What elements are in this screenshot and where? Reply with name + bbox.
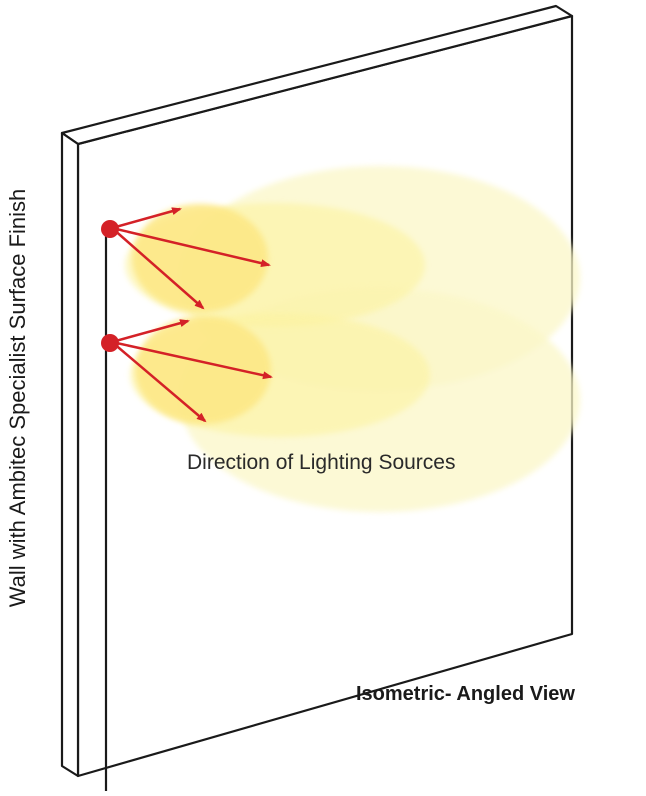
light-glow (125, 166, 580, 512)
upper-light-dot (101, 220, 119, 238)
wall-label: Wall with Ambitec Specialist Surface Fin… (5, 188, 30, 608)
lower-arrow-down (111, 341, 207, 423)
wall-side-edge (60, 131, 80, 778)
lower-arrow-up (111, 319, 190, 344)
view-label: Isometric- Angled View (356, 683, 575, 705)
lower-light-dot (101, 334, 119, 352)
upper-arrow-up (111, 207, 182, 230)
lighting-direction-label: Direction of Lighting Sources (187, 451, 456, 474)
lower-light-source (101, 319, 273, 423)
upper-light-source (101, 207, 271, 310)
upper-arrow-down (111, 227, 205, 310)
lower-arrow-mid (111, 340, 273, 380)
upper-arrow-mid (111, 226, 271, 268)
